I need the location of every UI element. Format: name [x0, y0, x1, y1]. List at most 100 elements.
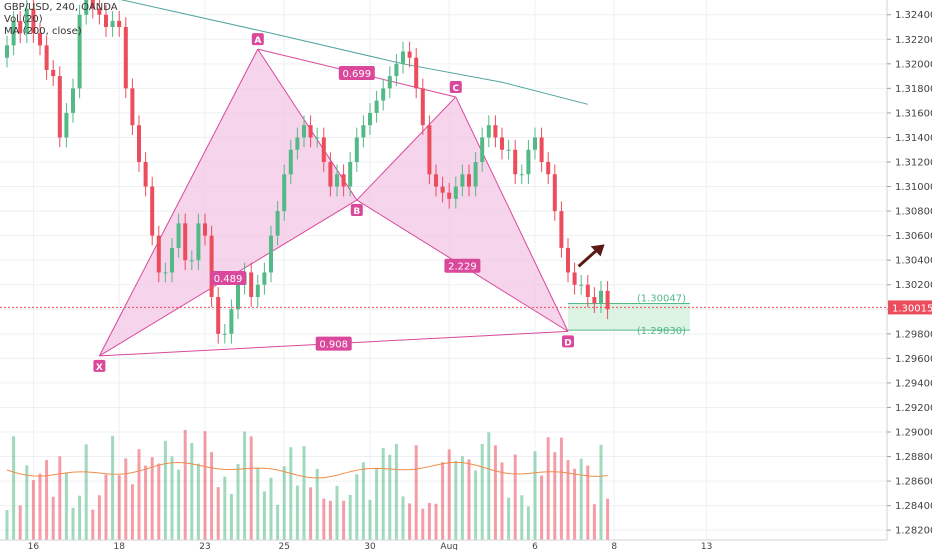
last-price-label: 1.30015	[892, 303, 932, 314]
volume-bar	[144, 465, 148, 540]
legend-volume[interactable]: Vol (20)	[4, 14, 43, 25]
candle-body	[57, 76, 62, 138]
volume-bar	[487, 432, 491, 540]
candle-body	[143, 162, 148, 187]
candle-body	[308, 125, 313, 138]
volume-bar	[348, 494, 352, 540]
candle-body	[493, 125, 498, 138]
candle-body	[341, 174, 346, 187]
arrow-head	[590, 244, 605, 257]
time-tick-label: 25	[278, 542, 289, 550]
volume-bar	[38, 473, 42, 540]
volume-bar	[553, 452, 557, 540]
candle-body	[434, 174, 438, 187]
candle-body	[51, 69, 56, 77]
volume-bar	[328, 500, 332, 540]
candle-body	[315, 137, 320, 139]
price-tick-label: 1.28800	[895, 452, 932, 463]
volume-bar	[12, 436, 16, 540]
candle-body	[130, 88, 135, 126]
time-tick-label: 16	[28, 542, 40, 550]
volume-bar	[183, 430, 187, 540]
candle-body	[546, 162, 551, 175]
candle-body	[44, 45, 49, 70]
candle-body	[572, 272, 577, 285]
volume-bar	[45, 459, 49, 540]
volume-bar	[236, 463, 240, 540]
volume-bar	[480, 443, 484, 540]
candle-body	[374, 100, 379, 113]
candle-body	[137, 125, 141, 162]
volume-bar	[533, 451, 537, 540]
candle-body	[506, 149, 511, 151]
volume-bar	[249, 436, 253, 540]
candle-body	[176, 223, 181, 248]
candle-body	[189, 260, 194, 262]
target-zone	[568, 303, 690, 331]
volume-bar	[427, 502, 431, 540]
candle-body	[269, 235, 273, 273]
volume-bar	[150, 457, 154, 540]
candle-body	[605, 290, 610, 310]
volume-bar	[25, 465, 29, 540]
candle-body	[394, 63, 399, 77]
volume-bar	[606, 498, 610, 540]
volume-bar	[276, 504, 280, 540]
price-tick-label: 1.32000	[895, 59, 932, 70]
volume-bar	[117, 475, 121, 540]
candle-body	[328, 162, 333, 187]
pattern-leg-xa	[98, 48, 259, 357]
volume-bar	[51, 496, 55, 540]
volume-bar	[64, 473, 68, 540]
volume-bar	[454, 461, 458, 540]
candle-body	[519, 174, 524, 176]
volume-bar	[500, 462, 504, 540]
volume-bar	[124, 458, 128, 540]
candle-body	[486, 125, 491, 138]
candle-body	[513, 149, 518, 175]
price-tick-label: 1.31400	[895, 133, 932, 144]
ratio-label: 0.908	[319, 340, 348, 351]
candle-body	[473, 162, 478, 187]
volume-bar	[71, 507, 75, 540]
candle-body	[579, 284, 584, 286]
volume-bar	[566, 460, 570, 540]
ratio-label: 0.489	[214, 274, 243, 285]
volume-bar	[282, 466, 286, 540]
candle-body	[97, 8, 102, 15]
volume-bar	[342, 500, 346, 540]
time-tick-label: 6	[532, 542, 538, 550]
price-tick-label: 1.31200	[895, 158, 932, 169]
candle-body	[262, 272, 267, 285]
candle-body	[209, 235, 214, 297]
candle-body	[559, 211, 564, 248]
volume-bar	[157, 463, 161, 540]
candle-body	[354, 137, 359, 162]
candle-body	[407, 51, 412, 58]
legend-ma[interactable]: MA (200, close)	[4, 26, 82, 37]
volume-bar	[460, 456, 464, 540]
volume-bar	[513, 454, 517, 540]
price-tick-label: 1.29800	[895, 329, 932, 340]
volume-bar	[256, 467, 260, 540]
price-axis-bg	[887, 0, 932, 550]
volume-bar	[58, 456, 62, 540]
candle-body	[77, 14, 82, 89]
chart-legend: GBP/USD, 240, OANDA Vol (20) MA (200, cl…	[4, 2, 118, 38]
volume-bar	[31, 480, 35, 540]
ratio-box	[338, 66, 375, 81]
pattern-point-label: B	[353, 207, 360, 217]
volume-bar	[388, 454, 392, 540]
volume-bar	[78, 495, 82, 540]
candle-body	[453, 186, 458, 199]
volume-bar	[309, 487, 313, 540]
volume-bar	[559, 437, 563, 540]
candle-body	[123, 27, 128, 89]
volume-bar	[190, 442, 194, 540]
volume-bar	[223, 476, 227, 540]
volume-bar	[361, 462, 365, 540]
legend-symbol[interactable]: GBP/USD, 240, OANDA	[4, 2, 118, 13]
volume-bar	[18, 505, 22, 540]
